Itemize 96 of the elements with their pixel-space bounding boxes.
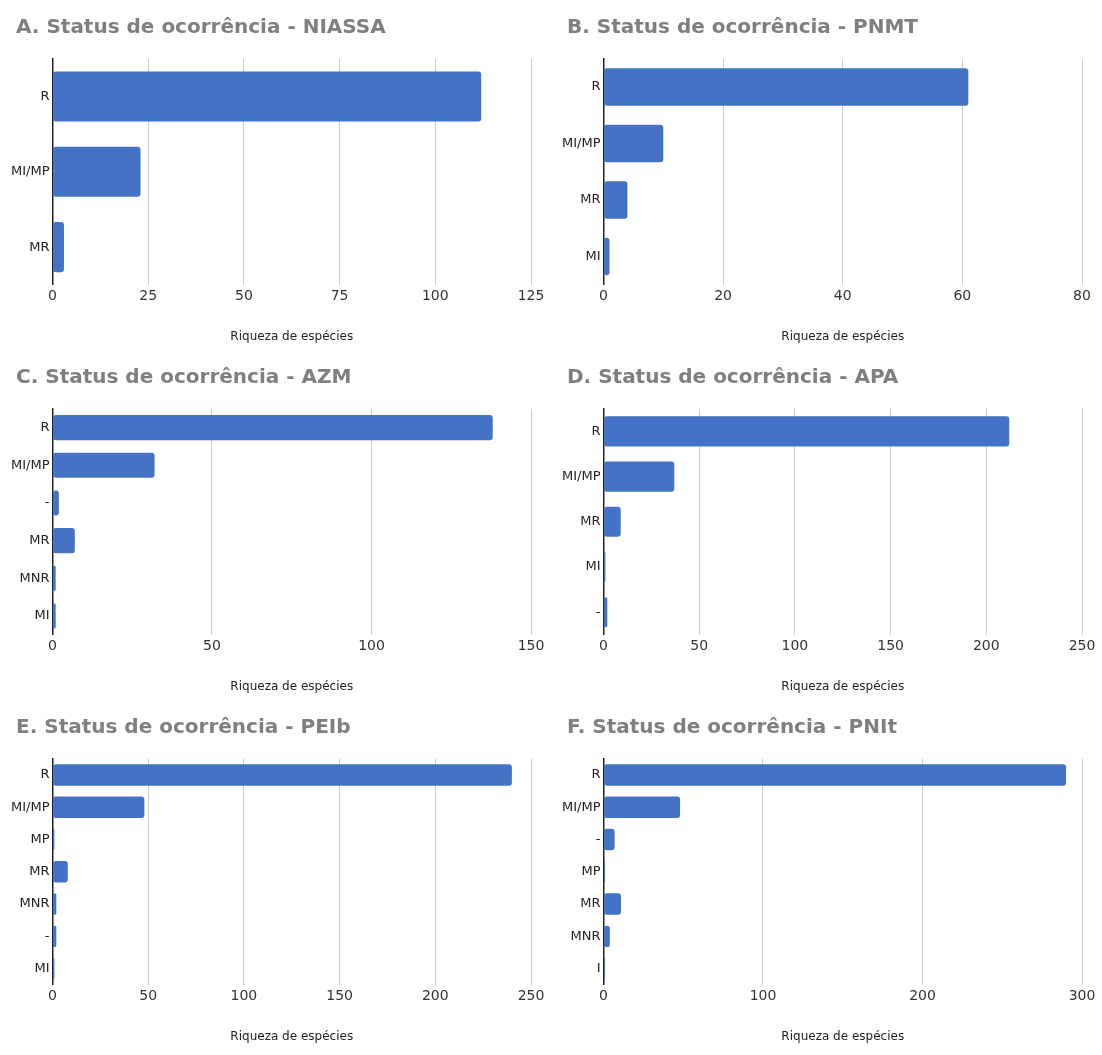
bar (52, 796, 145, 818)
x-tick-label: 20 (714, 286, 733, 303)
x-tick-label: 150 (877, 636, 904, 653)
x-tick-label: 100 (230, 986, 258, 1003)
bar (603, 764, 1067, 786)
chart-title: A. Status de ocorrência - NIASSA (15, 13, 387, 40)
y-tick-label: MI/MP (561, 134, 601, 150)
x-axis-title: Riqueza de espécies (230, 1028, 354, 1043)
y-tick-label: MI/MP (10, 456, 50, 472)
bar (603, 893, 622, 915)
y-tick-label: MNR (19, 895, 50, 911)
chart-title: C. Status de ocorrência - AZM (15, 363, 353, 390)
y-tick-label: R (591, 78, 601, 94)
y-tick-label: R (591, 422, 601, 438)
bar (52, 764, 512, 786)
y-tick-label: MP (30, 830, 50, 846)
bar (603, 68, 969, 106)
y-tick-label: MNR (19, 569, 50, 585)
bar (603, 237, 610, 276)
y-tick-label: - (44, 927, 50, 943)
bar (52, 528, 75, 554)
x-tick-label: 0 (599, 636, 608, 653)
y-tick-label: - (44, 494, 50, 510)
y-tick-label: MI/MP (561, 798, 601, 814)
x-tick-label: 50 (203, 636, 221, 653)
y-tick-label: MI/MP (10, 163, 50, 179)
x-axis-title: Riqueza de espécies (781, 678, 905, 693)
y-tick-label: R (591, 766, 601, 782)
x-tick-label: 150 (517, 636, 545, 653)
x-tick-label: 250 (517, 986, 545, 1003)
y-tick-label: MR (29, 863, 50, 879)
x-axis-title: Riqueza de espécies (230, 678, 354, 693)
x-tick-label: 100 (749, 986, 777, 1003)
y-tick-label: MI (34, 960, 50, 976)
y-tick-label: MI/MP (10, 798, 50, 814)
chart-title: F. Status de ocorrência - PNIt (566, 713, 898, 740)
x-tick-label: 0 (599, 286, 608, 303)
bar (603, 416, 1010, 447)
x-tick-label: 0 (48, 286, 57, 303)
x-tick-label: 50 (139, 986, 158, 1003)
x-tick-label: 200 (909, 986, 936, 1003)
y-tick-label: MNR (570, 927, 601, 943)
y-tick-label: R (40, 419, 50, 435)
x-tick-label: 125 (517, 286, 545, 303)
y-tick-label: - (595, 603, 601, 619)
x-tick-label: 100 (358, 636, 385, 653)
bar (603, 506, 621, 537)
x-tick-label: 250 (1068, 636, 1096, 653)
bar (52, 452, 155, 478)
x-tick-label: 300 (1068, 986, 1096, 1003)
bar (52, 71, 482, 122)
bar (603, 597, 608, 628)
bar (603, 461, 675, 492)
x-axis-title: Riqueza de espécies (781, 1028, 905, 1043)
bar (603, 181, 628, 219)
y-tick-label: MI/MP (561, 467, 601, 483)
y-tick-label: MR (580, 895, 601, 911)
bar (603, 124, 664, 163)
bar (52, 222, 64, 273)
y-tick-label: MI (585, 247, 601, 263)
x-tick-label: 0 (48, 636, 57, 653)
chart-title: E. Status de ocorrência - PEIb (15, 713, 352, 740)
y-tick-label: MR (29, 238, 50, 254)
bar (52, 415, 493, 441)
chart-title: D. Status de ocorrência - APA (566, 363, 900, 390)
x-tick-label: 150 (326, 986, 353, 1003)
y-tick-label: MP (581, 863, 601, 879)
bar (52, 146, 141, 197)
y-tick-label: - (595, 830, 601, 846)
y-tick-label: MI (585, 558, 601, 574)
bar (603, 796, 681, 818)
x-tick-label: 80 (1073, 286, 1091, 303)
x-tick-label: 25 (139, 286, 158, 303)
x-tick-label: 100 (421, 286, 449, 303)
x-tick-label: 0 (599, 986, 608, 1003)
bar (52, 861, 68, 883)
y-tick-label: MR (580, 513, 601, 529)
x-tick-label: 0 (48, 986, 57, 1003)
x-tick-label: 40 (833, 286, 852, 303)
x-tick-label: 200 (421, 986, 449, 1003)
x-tick-label: 75 (330, 286, 349, 303)
y-tick-label: I (596, 960, 601, 976)
chart-title: B. Status de ocorrência - PNMT (566, 13, 919, 40)
x-tick-label: 60 (953, 286, 972, 303)
x-axis-title: Riqueza de espécies (781, 328, 905, 343)
x-tick-label: 50 (690, 636, 709, 653)
x-tick-label: 200 (972, 636, 1000, 653)
bar (603, 828, 615, 851)
y-tick-label: R (40, 87, 50, 103)
x-tick-label: 100 (781, 636, 809, 653)
y-tick-label: MI (34, 607, 50, 623)
x-tick-label: 50 (234, 286, 253, 303)
y-tick-label: R (40, 766, 50, 782)
y-tick-label: MR (580, 191, 601, 207)
x-axis-title: Riqueza de espécies (230, 328, 354, 343)
y-tick-label: MR (29, 532, 50, 548)
